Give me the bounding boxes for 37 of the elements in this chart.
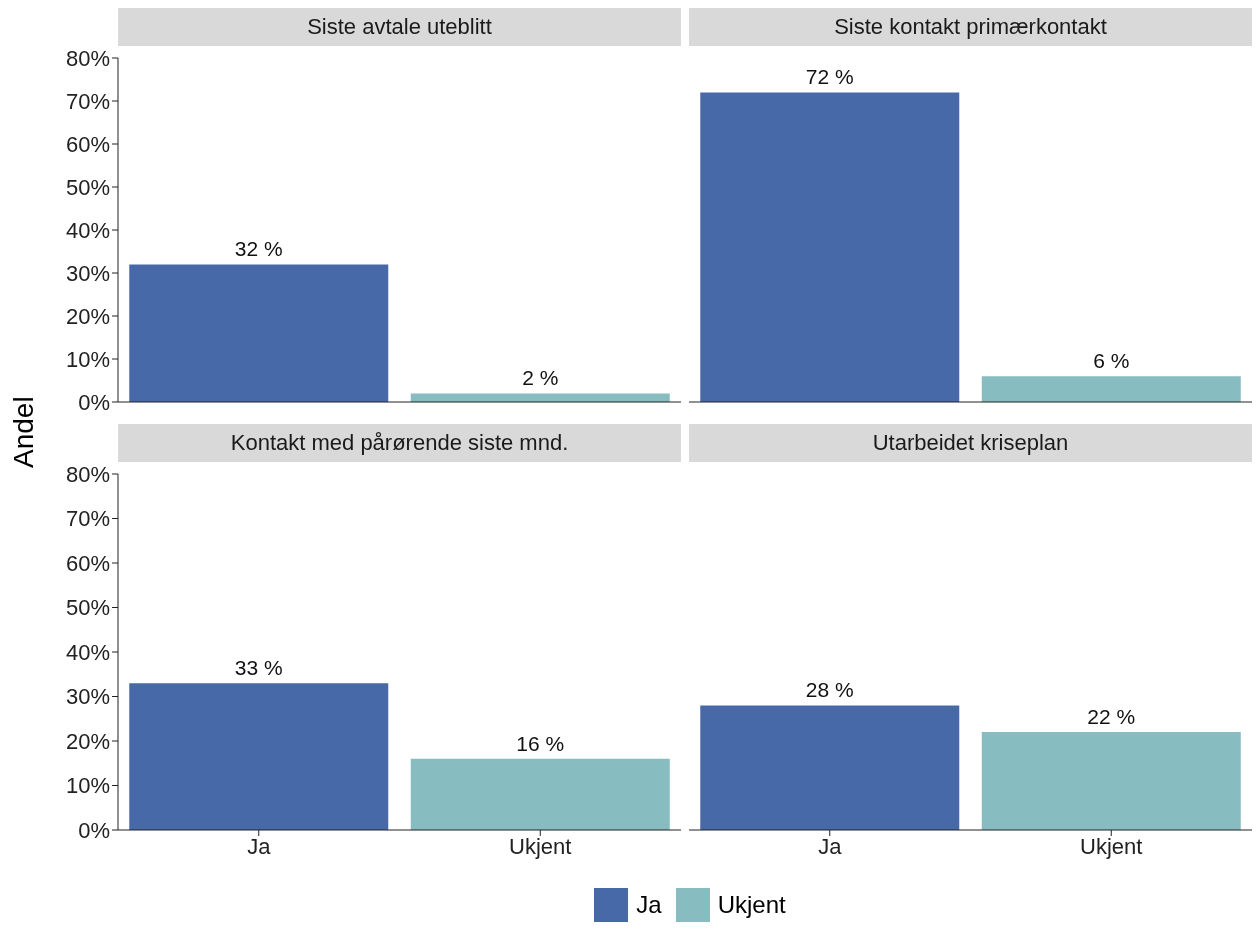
chart-title: Siste avtale uteblitt <box>118 8 681 46</box>
y-tick-label: 60% <box>65 550 110 576</box>
y-tick-label: 80% <box>65 461 110 487</box>
y-tick-label: 0% <box>78 817 110 843</box>
y-axis-title: Andel <box>8 396 40 468</box>
data-label: 2 % <box>522 366 559 390</box>
y-tick-label: 30% <box>65 260 110 286</box>
data-label: 32 % <box>234 237 283 261</box>
y-tick-label: 40% <box>65 217 110 243</box>
x-tick-label: Ukjent <box>509 833 572 859</box>
chart-title: Siste kontakt primærkontakt <box>689 8 1252 46</box>
y-tick-label: 10% <box>65 346 110 372</box>
y-tick-label: 20% <box>65 728 110 754</box>
data-label: 33 % <box>234 656 283 680</box>
x-tick-label: Ja <box>247 833 272 859</box>
data-label: 16 % <box>516 731 565 755</box>
data-label: 22 % <box>1087 705 1136 729</box>
y-tick-label: 70% <box>65 88 110 114</box>
data-label: 72 % <box>805 65 854 89</box>
y-tick-label: 80% <box>65 45 110 71</box>
x-tick-label: Ukjent <box>1080 833 1143 859</box>
data-label: 6 % <box>1093 349 1130 373</box>
y-tick-label: 20% <box>65 303 110 329</box>
y-tick-label: 40% <box>65 639 110 665</box>
legend-label: Ukjent <box>717 891 786 919</box>
y-tick-label: 50% <box>65 595 110 621</box>
y-tick-label: 60% <box>65 131 110 157</box>
y-tick-label: 30% <box>65 684 110 710</box>
x-tick-label: Ja <box>818 833 843 859</box>
legend-label: Ja <box>636 891 662 919</box>
y-tick-label: 0% <box>78 389 110 415</box>
y-tick-label: 50% <box>65 174 110 200</box>
y-tick-label: 70% <box>65 506 110 532</box>
chart-title: Kontakt med pårørende siste mnd. <box>118 424 681 462</box>
data-label: 28 % <box>805 678 854 702</box>
y-tick-label: 10% <box>65 773 110 799</box>
chart-title: Utarbeidet kriseplan <box>689 424 1252 462</box>
